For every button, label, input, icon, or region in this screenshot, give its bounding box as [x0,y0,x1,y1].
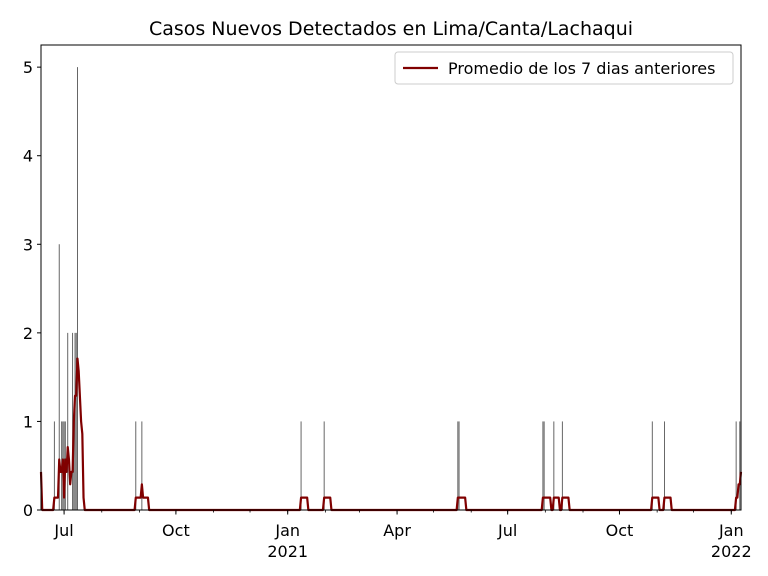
line-layer [39,357,743,512]
axes-layer: 0 1 2 3 4 5 Jul Oct Jan 2021 Apr Jul Oct Jan 2022 [23,44,752,561]
legend: Promedio de los 7 dias anteriores [394,51,734,85]
y-tick-label: 4 [23,147,33,166]
x-tick-label: Jul [497,521,517,540]
legend-label: Promedio de los 7 dias anteriores [448,59,715,78]
x-tick-label: Oct [606,521,634,540]
legend-box [394,51,734,85]
axes-frame [40,44,742,511]
y-tick-label: 3 [23,235,33,254]
chart-title: Casos Nuevos Detectados en Lima/Canta/La… [149,18,633,40]
y-tick-label: 2 [23,324,33,343]
y-tick-label: 5 [23,58,33,77]
x-tick-label: Jul [53,521,73,540]
series-line-moving-average [39,357,743,512]
x-tick-label: Jan [274,521,300,540]
x-tick-label: Apr [383,521,411,540]
y-tick-label: 0 [23,501,33,520]
x-tick-year-label: 2021 [267,542,308,561]
y-tick-label: 1 [23,412,33,431]
bars-layer [53,67,742,510]
x-tick-label: Jan [718,521,744,540]
x-tick-year-label: 2022 [711,542,752,561]
x-tick-label: Oct [162,521,190,540]
